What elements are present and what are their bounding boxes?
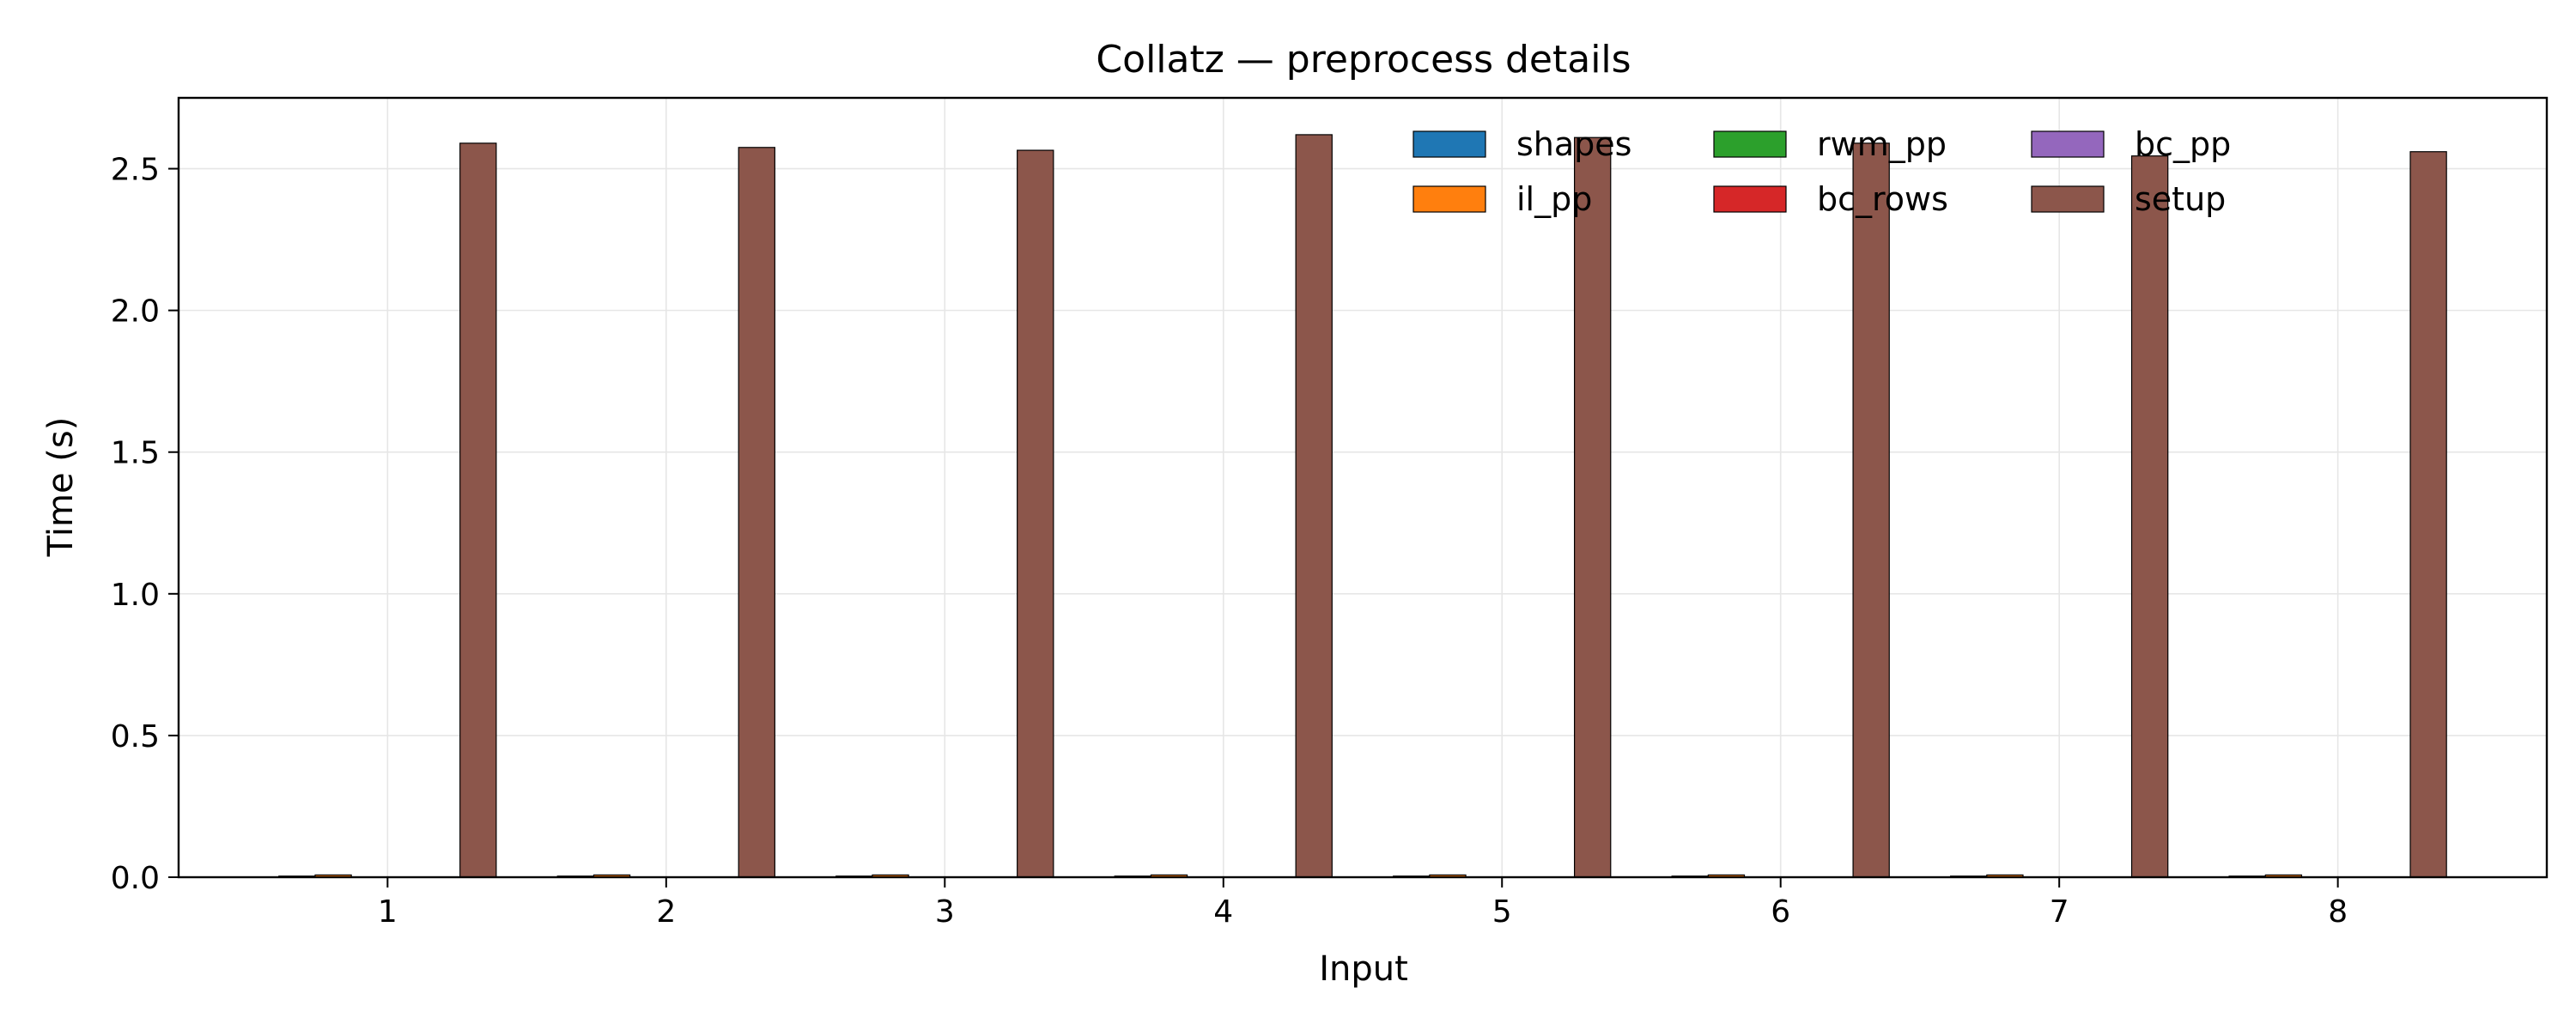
x-tick-label: 5 [1492, 894, 1512, 930]
bar-setup-7 [2130, 155, 2169, 878]
x-tick-label: 7 [2050, 894, 2069, 930]
bar-setup-5 [1573, 136, 1612, 878]
bar-setup-4 [1295, 134, 1333, 878]
legend-swatch-bc_pp [2031, 130, 2105, 158]
legend-label-shapes: shapes [1516, 125, 1631, 163]
x-axis-label: Input [1319, 949, 1408, 989]
y-tick-label: 1.0 [111, 578, 160, 613]
y-axis-label: Time (s) [41, 417, 81, 558]
legend-swatch-bc_rows [1713, 185, 1787, 213]
bar-setup-3 [1017, 149, 1054, 878]
x-tick-label: 2 [656, 894, 676, 930]
legend-swatch-setup [2031, 185, 2105, 213]
y-tick-label: 0.5 [111, 719, 160, 754]
x-tick-label: 1 [378, 894, 398, 930]
legend-label-setup: setup [2135, 180, 2226, 218]
axes-layer: 1 2 3 4 5 6 7 8 0.0 0.5 1.0 1.5 2.0 2.5 [111, 96, 2549, 930]
plot-frame [177, 96, 2549, 879]
legend-label-bc_pp: bc_pp [2135, 125, 2231, 163]
x-tick-label: 6 [1771, 894, 1790, 930]
y-tick-label: 0.0 [111, 861, 160, 896]
x-tick-label: 3 [935, 894, 955, 930]
x-tick-label: 8 [2328, 894, 2348, 930]
legend-swatch-shapes [1413, 130, 1486, 158]
y-tick-label: 2.5 [111, 153, 160, 188]
legend-swatch-rwm_pp [1713, 130, 1787, 158]
chart-title: Collatz — preprocess details [1096, 38, 1631, 82]
bar-setup-8 [2409, 151, 2447, 878]
y-tick-label: 1.5 [111, 436, 160, 471]
legend-label-bc_rows: bc_rows [1817, 180, 1948, 218]
legend-swatch-il_pp [1413, 185, 1486, 213]
bars-layer [278, 134, 2447, 878]
legend-label-il_pp: il_pp [1516, 180, 1592, 218]
legend-label-rwm_pp: rwm_pp [1817, 125, 1947, 163]
x-tick-label: 4 [1213, 894, 1233, 930]
bar-setup-1 [459, 142, 497, 878]
bar-setup-6 [1852, 142, 1890, 878]
bar-setup-2 [738, 147, 775, 878]
y-tick-label: 2.0 [111, 294, 160, 330]
